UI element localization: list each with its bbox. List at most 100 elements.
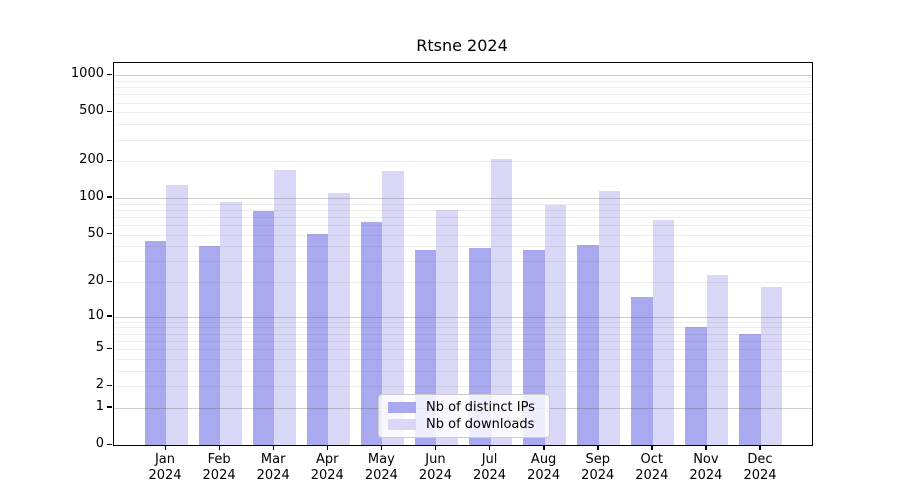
bar-nb-of-downloads-feb	[220, 202, 242, 445]
gridline-minor	[114, 349, 812, 351]
x-tick-label-mar: Mar 2024	[233, 452, 313, 484]
bar-nb-of-distinct-ips-oct	[631, 296, 653, 445]
gridline-minor	[114, 216, 812, 218]
x-tick	[272, 445, 275, 450]
gridline-minor	[114, 340, 812, 342]
y-tick	[107, 110, 112, 113]
y-tick-label-500: 500	[79, 103, 104, 119]
x-tick-label-aug: Aug 2024	[504, 452, 584, 484]
gridline-major	[114, 316, 812, 318]
x-tick-year: 2024	[202, 468, 236, 483]
y-tick	[107, 159, 112, 162]
gridline-minor	[114, 94, 812, 96]
bar-nb-of-distinct-ips-mar	[252, 211, 275, 445]
y-tick-label-1: 1	[95, 398, 104, 414]
x-tick-label-jun: Jun 2024	[395, 452, 475, 484]
x-tick-month: Feb	[207, 452, 231, 467]
gridline-minor	[114, 139, 812, 141]
y-tick	[107, 443, 112, 445]
bar-nb-of-distinct-ips-nov	[685, 327, 707, 445]
x-tick-year: 2024	[635, 468, 669, 483]
gridline-minor	[114, 224, 812, 226]
gridline-minor	[114, 203, 812, 205]
bar-nb-of-downloads-jul	[490, 158, 513, 445]
bar-nb-of-downloads-apr	[328, 193, 350, 445]
x-tick-month: Aug	[530, 452, 557, 467]
y-tick	[107, 347, 112, 349]
gridline-minor	[114, 282, 812, 284]
y-tick-label-1000: 1000	[70, 66, 104, 82]
bar-nb-of-downloads-aug	[544, 204, 567, 445]
bar-nb-of-distinct-ips-may	[360, 221, 383, 445]
x-tick-year: 2024	[364, 468, 398, 483]
x-tick-label-sep: Sep 2024	[558, 452, 638, 484]
legend-item-nb-of-downloads: Nb of downloads	[379, 416, 541, 433]
chart-title: Rtsne 2024	[416, 36, 508, 55]
bar-nb-of-downloads-sep	[598, 191, 621, 445]
x-tick-label-apr: Apr 2024	[287, 452, 367, 484]
x-tick-month: May	[367, 452, 395, 467]
bar-nb-of-downloads-oct	[652, 219, 675, 445]
x-tick-label-oct: Oct 2024	[612, 452, 692, 484]
y-tick	[107, 315, 112, 317]
gridline-major	[114, 197, 812, 199]
gridline-major	[114, 75, 812, 77]
x-tick-year: 2024	[472, 468, 507, 483]
x-tick-label-feb: Feb 2024	[179, 452, 259, 484]
bar-nb-of-downloads-jan	[166, 184, 188, 445]
gridline-minor	[114, 87, 812, 89]
x-tick	[759, 445, 761, 450]
y-tick	[107, 384, 112, 387]
gridline-minor	[114, 124, 812, 126]
x-tick	[705, 445, 707, 450]
y-tick-label-100: 100	[79, 188, 104, 204]
x-tick-month: Jun	[425, 452, 446, 467]
y-tick-label-5: 5	[95, 340, 104, 356]
x-tick-year: 2024	[743, 468, 777, 483]
legend: Nb of distinct IPs Nb of downloads	[378, 394, 550, 438]
x-tick	[597, 445, 599, 450]
gridline-minor	[114, 102, 812, 104]
x-tick-year: 2024	[418, 468, 452, 483]
x-tick-month: Oct	[640, 452, 664, 467]
legend-swatch-nb-of-distinct-ips	[388, 402, 416, 413]
bar-nb-of-downloads-mar	[274, 170, 296, 445]
x-tick	[489, 445, 491, 450]
gridline-minor	[114, 370, 812, 372]
bar-nb-of-downloads-jun	[436, 209, 458, 445]
gridline-minor	[114, 358, 812, 360]
legend-swatch-nb-of-downloads	[388, 419, 416, 430]
x-tick-year: 2024	[689, 468, 723, 483]
x-tick	[218, 445, 220, 450]
y-tick-label-50: 50	[87, 225, 104, 241]
gridline-minor	[114, 112, 812, 114]
x-tick-label-may: May 2024	[341, 452, 421, 484]
x-tick-year: 2024	[527, 468, 561, 483]
y-tick-label-0: 0	[95, 436, 104, 451]
x-tick	[380, 445, 383, 450]
bar-nb-of-distinct-ips-sep	[577, 244, 599, 445]
legend-label: Nb of distinct IPs	[426, 400, 535, 415]
x-tick-year: 2024	[256, 468, 290, 483]
y-tick-label-20: 20	[87, 273, 104, 289]
y-tick-label-200: 200	[79, 152, 104, 168]
x-tick-month: Nov	[693, 452, 719, 467]
bar-nb-of-distinct-ips-jan	[144, 241, 166, 445]
bar-nb-of-distinct-ips-dec	[739, 333, 761, 445]
legend-label: Nb of downloads	[426, 417, 535, 432]
bar-nb-of-downloads-may	[382, 170, 404, 445]
x-tick-month: Jul	[481, 452, 498, 467]
x-tick-month: Sep	[585, 452, 610, 467]
x-tick	[651, 445, 653, 450]
y-tick	[107, 233, 112, 235]
bar-nb-of-downloads-dec	[760, 287, 783, 445]
gridline-minor	[114, 327, 812, 329]
y-tick	[107, 73, 112, 76]
gridline-minor	[114, 333, 812, 335]
gridline-minor	[114, 321, 812, 323]
x-tick-label-nov: Nov 2024	[666, 452, 746, 484]
gridline-minor	[114, 386, 812, 388]
y-tick-label-10: 10	[87, 307, 104, 323]
x-tick-month: Jan	[154, 452, 176, 467]
